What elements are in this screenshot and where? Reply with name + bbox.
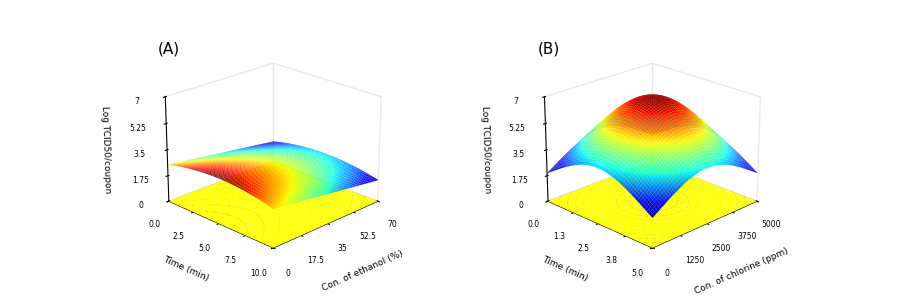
Y-axis label: Time (min): Time (min)	[161, 255, 210, 283]
Text: (A): (A)	[158, 41, 180, 56]
Y-axis label: Time (min): Time (min)	[541, 255, 589, 283]
Text: (B): (B)	[537, 41, 560, 56]
X-axis label: Con. of ethanol (%): Con. of ethanol (%)	[320, 249, 405, 293]
X-axis label: Con. of chlorine (ppm): Con. of chlorine (ppm)	[693, 246, 789, 296]
